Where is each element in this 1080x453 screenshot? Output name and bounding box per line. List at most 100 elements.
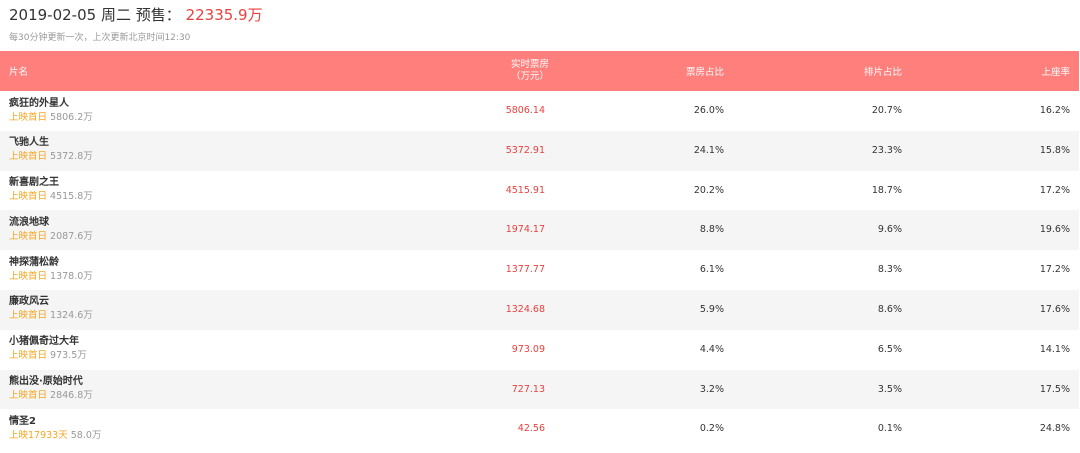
movie-cell: 神探蒲松龄上映首日 1378.0万 [9,250,93,289]
schedule-share: 9.6% [877,224,902,236]
page-header: 2019-02-05 周二 预售： 22335.9万 每30分钟更新一次，上次更… [0,0,1080,50]
movie-cell: 廉政风云 上映首日 1324.6万 [9,290,93,329]
release-tag: 上映首日 [9,151,48,163]
movie-name[interactable]: 飞驰人生 [9,137,49,149]
table-row[interactable]: 情圣2 上映17933天 58.0万 42.56 0.2% 0.1% 24.8% [0,409,1079,449]
box-share: 4.4% [699,343,724,355]
realtime-box-office: 973.09 [511,343,545,355]
movie-name[interactable]: 熊出没·原始时代 [9,376,83,388]
column-header-realtime[interactable]: 实时票房 （万元） [490,51,570,91]
schedule-share: 23.3% [871,144,902,156]
movie-name[interactable]: 情圣2 [9,415,36,427]
release-tag: 上映首日 [9,191,48,203]
movie-name[interactable]: 神探蒲松龄 [9,256,59,268]
release-info: 上映首日 5806.2万 [9,111,93,125]
occupancy-rate: 14.1% [1039,343,1070,355]
realtime-box-office: 5372.91 [505,144,545,156]
table-row[interactable]: 神探蒲松龄 上映首日 1378.0万 1377.77 6.1% 8.3% 17.2% [0,250,1079,290]
total-gross: 2846.8万 [50,390,93,402]
box-share: 8.8% [699,224,724,236]
box-share: 20.2% [693,184,724,196]
release-info: 上映首日 973.5万 [9,349,87,363]
movie-cell: 小猪佩奇过大年 上映首日 973.5万 [9,330,87,369]
movie-name[interactable]: 新喜剧之王 [9,177,59,189]
total-gross: 1378.0万 [50,270,93,282]
realtime-box-office: 1377.77 [505,264,545,276]
release-info: 上映首日 1324.6万 [9,309,93,323]
realtime-box-office: 1974.17 [505,224,545,236]
schedule-share: 0.1% [877,423,902,435]
box-office-table: 片名 实时票房 （万元） 票房占比 排片占比 上座率 疯狂的外星人 上映首日 58… [0,51,1079,449]
movie-name[interactable]: 流浪地球 [9,216,49,228]
total-gross: 973.5万 [50,350,87,362]
movie-cell: 流浪地球上映首日 2087.6万 [9,210,93,249]
box-share: 0.2% [699,423,724,435]
release-info: 上映首日 1378.0万 [9,270,93,284]
column-header-occupancy[interactable]: 上座率 [1041,67,1070,78]
movie-cell: 疯狂的外星人上映首日 5806.2万 [9,91,93,130]
column-header-box-share[interactable]: 票房占比 [685,67,724,78]
box-share: 5.9% [699,303,724,315]
release-info: 上映17933天 58.0万 [9,429,101,443]
release-tag: 上映首日 [9,230,48,242]
table-row[interactable]: 飞驰人生 上映首日 5372.8万 5372.91 24.1% 23.3% 15.8% [0,130,1079,171]
schedule-share: 20.7% [871,105,902,116]
movie-cell: 飞驰人生 上映首日 5372.8万 [9,131,93,170]
box-share: 3.2% [699,383,724,395]
table-row[interactable]: 小猪佩奇过大年 上映首日 973.5万 973.09 4.4% 6.5% 14.1% [0,330,1079,370]
occupancy-rate: 17.5% [1039,383,1070,395]
movie-cell: 情圣2 上映17933天 58.0万 [9,409,101,448]
table-row[interactable]: 流浪地球上映首日 2087.6万 1974.17 8.8% 9.6% 19.6% [0,210,1079,251]
total-gross: 1324.6万 [50,310,93,322]
release-tag: 上映首日 [9,270,48,282]
table-body: 疯狂的外星人 上映首日 5806.2万 5806.14 26.0% 20.7% 16.2%… [0,91,1079,449]
realtime-unit: （万元） [510,71,549,82]
movie-name[interactable]: 廉政风云 [9,296,49,308]
occupancy-rate: 17.6% [1039,303,1070,315]
weekday-text: 周二 [100,6,131,24]
table-row[interactable]: 新喜剧之王 上映首日 4515.8万 4515.91 20.2% 18.7% 17.2% [0,171,1079,211]
box-share: 6.1% [699,264,724,276]
total-gross: 4515.8万 [50,191,93,203]
occupancy-rate: 17.2% [1039,184,1070,196]
movie-cell: 新喜剧之王 上映首日 4515.8万 [9,171,93,210]
occupancy-rate: 19.6% [1039,224,1070,236]
box-share: 24.1% [693,144,724,156]
schedule-share: 3.5% [877,383,902,395]
presale-label: 预售： [135,6,181,24]
release-tag: 上映首日 [9,390,48,402]
column-header-name[interactable]: 片名 [9,67,29,78]
table-row[interactable]: 熊出没·原始时代 上映首日 2846.8万 727.13 3.2% 3.5% 17.5% [0,369,1079,410]
table-row[interactable]: 疯狂的外星人 上映首日 5806.2万 5806.14 26.0% 20.7% 16.2% [0,91,1079,131]
schedule-share: 18.7% [871,184,902,196]
total-gross: 2087.6万 [50,230,93,242]
table-header: 片名 实时票房 （万元） 票房占比 排片占比 上座率 [0,51,1079,91]
realtime-box-office: 5806.14 [505,105,545,116]
total-gross: 5806.2万 [50,111,93,123]
release-info: 上映首日 2087.6万 [9,230,93,244]
date-presale-line: 2019-02-05 周二 预售： 22335.9万 [9,4,263,25]
movie-name[interactable]: 小猪佩奇过大年 [9,336,79,348]
total-gross: 5372.8万 [50,151,93,163]
occupancy-rate: 15.8% [1039,144,1070,156]
movie-name[interactable]: 疯狂的外星人 [9,97,69,109]
date-text: 2019-02-05 [9,6,97,24]
column-header-schedule-share[interactable]: 排片占比 [863,67,902,78]
schedule-share: 8.3% [877,264,902,276]
total-gross: 58.0万 [70,429,102,441]
schedule-share: 8.6% [877,303,902,315]
occupancy-rate: 24.8% [1039,423,1070,435]
realtime-box-office: 42.56 [517,423,545,435]
release-info: 上映首日 5372.8万 [9,150,93,164]
release-info: 上映首日 4515.8万 [9,190,93,204]
movie-cell: 熊出没·原始时代 上映首日 2846.8万 [9,370,93,409]
table-row[interactable]: 廉政风云 上映首日 1324.6万 1324.68 5.9% 8.6% 17.6% [0,289,1079,330]
update-info: 每30分钟更新一次，上次更新北京时间12:30 [9,33,191,43]
box-share: 26.0% [693,105,724,116]
realtime-label: 实时票房 [510,59,549,70]
realtime-box-office: 1324.68 [505,303,545,315]
schedule-share: 6.5% [877,343,902,355]
presale-value: 22335.9万 [185,6,263,24]
release-tag: 上映首日 [9,310,48,322]
release-info: 上映首日 2846.8万 [9,389,93,403]
